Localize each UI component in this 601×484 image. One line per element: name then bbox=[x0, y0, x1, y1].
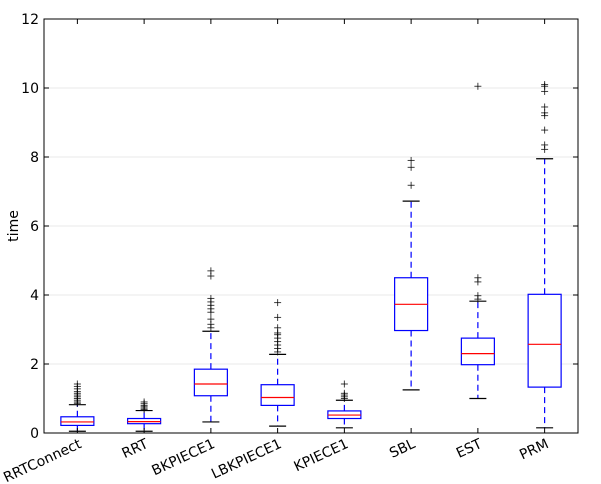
x-tick-label: SBL bbox=[387, 436, 418, 462]
x-tick-label: PRM bbox=[517, 436, 551, 463]
y-tick-label: 10 bbox=[21, 81, 39, 97]
box-lbkpiece1 bbox=[260, 299, 295, 427]
y-axis: 0 2 4 6 8 10 12 bbox=[21, 12, 578, 442]
outlier-marker bbox=[274, 324, 282, 332]
y-tick-label: 12 bbox=[21, 12, 39, 28]
outlier-marker bbox=[407, 163, 415, 171]
x-tick-label: RRT bbox=[120, 436, 152, 462]
box-rrtconnect bbox=[60, 380, 95, 432]
x-tick-label: RRTConnect bbox=[1, 436, 84, 484]
outlier-marker bbox=[207, 267, 215, 275]
box-bkpiece1 bbox=[193, 267, 228, 423]
outlier-marker bbox=[340, 380, 348, 388]
x-tick-label: KPIECE1 bbox=[292, 436, 351, 475]
grid-lines bbox=[44, 87, 578, 365]
outlier-marker bbox=[274, 299, 282, 307]
outlier-marker bbox=[474, 292, 482, 300]
y-axis-label: time bbox=[6, 210, 22, 242]
outlier-marker bbox=[407, 156, 415, 164]
x-tick-label: BKPIECE1 bbox=[149, 436, 217, 479]
plot-frame bbox=[43, 18, 579, 434]
outlier-marker bbox=[73, 380, 81, 388]
box-iqr bbox=[260, 384, 295, 407]
box-iqr bbox=[193, 368, 228, 397]
y-tick-label: 6 bbox=[30, 219, 39, 235]
box-iqr bbox=[60, 416, 95, 427]
outlier-marker bbox=[541, 81, 549, 89]
box-sbl bbox=[394, 156, 429, 391]
outlier-marker bbox=[207, 315, 215, 323]
box-est bbox=[460, 82, 495, 400]
outlier-marker bbox=[474, 274, 482, 282]
box-iqr bbox=[460, 337, 495, 366]
y-tick-label: 4 bbox=[30, 288, 39, 304]
y-tick-label: 2 bbox=[30, 357, 39, 373]
y-tick-label: 8 bbox=[30, 150, 39, 166]
box-rrt bbox=[127, 398, 162, 432]
box-prm bbox=[527, 81, 562, 429]
x-tick-label: LBKPIECE1 bbox=[209, 436, 284, 482]
box-kpiece1 bbox=[327, 380, 362, 429]
outlier-marker bbox=[340, 389, 348, 397]
outlier-marker bbox=[541, 109, 549, 117]
outlier-marker bbox=[541, 103, 549, 111]
boxes bbox=[60, 81, 562, 432]
outlier-marker bbox=[207, 294, 215, 302]
outlier-marker bbox=[541, 141, 549, 149]
outlier-marker bbox=[541, 126, 549, 134]
outlier-marker bbox=[474, 82, 482, 90]
outlier-marker bbox=[140, 398, 148, 406]
box-iqr bbox=[527, 293, 562, 388]
x-tick-label: EST bbox=[454, 436, 485, 462]
outlier-marker bbox=[274, 313, 282, 321]
outlier-marker bbox=[407, 181, 415, 189]
y-tick-label: 0 bbox=[30, 426, 39, 442]
